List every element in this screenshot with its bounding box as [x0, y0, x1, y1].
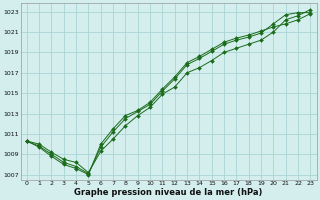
X-axis label: Graphe pression niveau de la mer (hPa): Graphe pression niveau de la mer (hPa)	[74, 188, 263, 197]
